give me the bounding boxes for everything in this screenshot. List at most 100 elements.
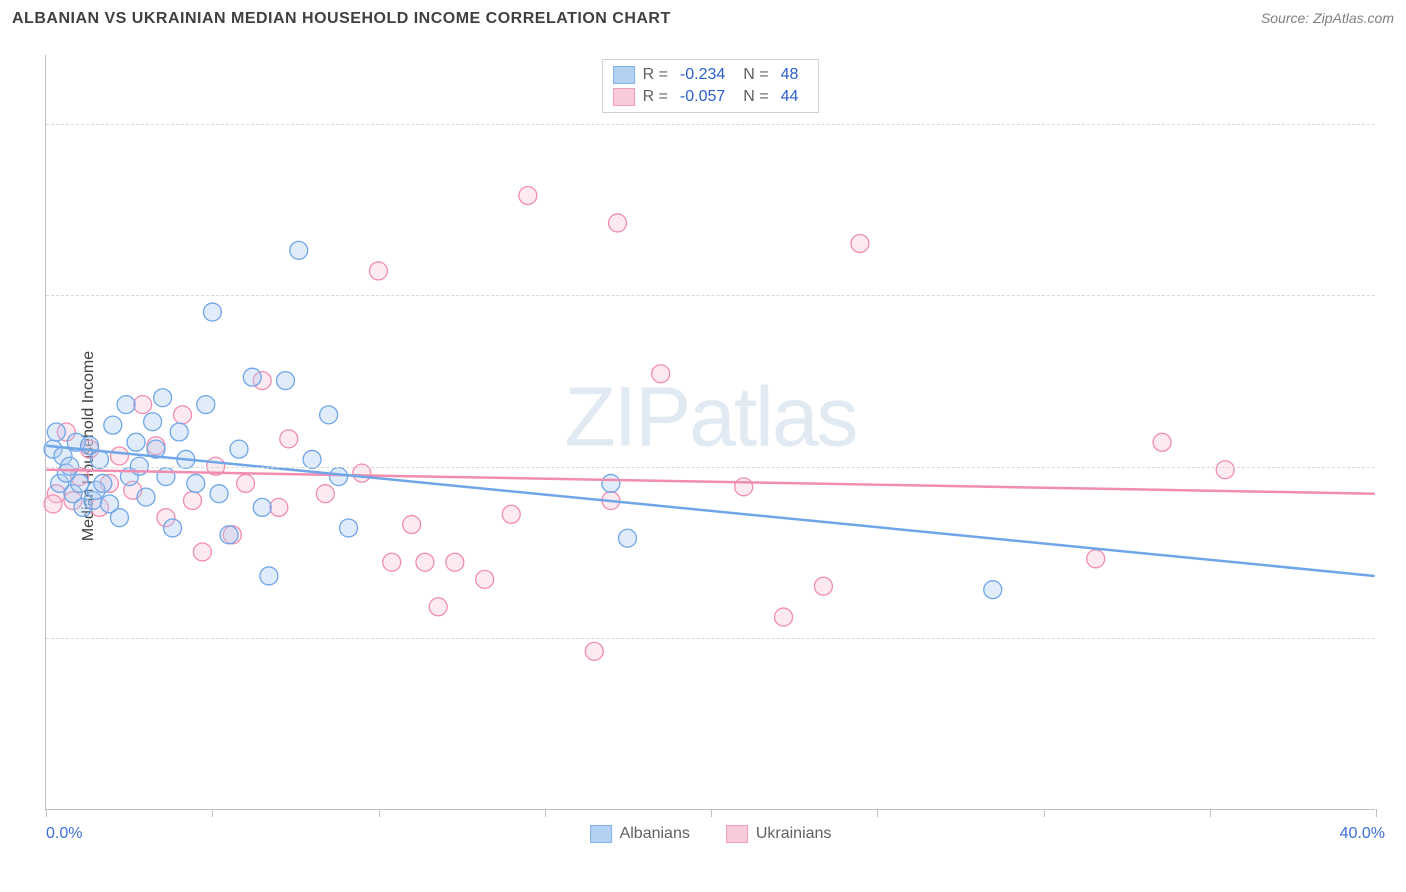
data-point-ukrainian [383,553,401,571]
x-tick [379,809,380,817]
data-point-ukrainian [609,214,627,232]
data-point-albanian [71,474,89,492]
data-point-ukrainian [270,498,288,516]
data-point-albanian [197,396,215,414]
stats-swatch [613,88,635,106]
x-tick [46,809,47,817]
legend-label: Ukrainians [756,825,832,843]
data-point-albanian [164,519,182,537]
data-point-ukrainian [403,516,421,534]
y-tick-label: $200,000 [1385,115,1406,133]
stat-n-value: 48 [781,66,799,84]
data-point-albanian [303,450,321,468]
data-point-ukrainian [775,608,793,626]
x-tick [212,809,213,817]
data-point-albanian [253,498,271,516]
y-tick-label: $150,000 [1385,286,1406,304]
data-point-ukrainian [183,492,201,510]
x-tick-label-left: 0.0% [46,825,82,843]
data-point-albanian [157,468,175,486]
data-point-ukrainian [193,543,211,561]
data-point-ukrainian [110,447,128,465]
data-point-albanian [340,519,358,537]
stat-r-value: -0.057 [680,88,725,106]
stat-n-label: N = [743,88,768,106]
data-point-albanian [187,474,205,492]
data-point-ukrainian [519,187,537,205]
gridline-h [46,124,1375,125]
data-point-albanian [210,485,228,503]
data-point-ukrainian [851,235,869,253]
chart-source: Source: ZipAtlas.com [1261,10,1394,26]
legend-label: Albanians [620,825,690,843]
data-point-albanian [260,567,278,585]
data-point-albanian [602,474,620,492]
stat-n-value: 44 [781,88,799,106]
data-point-albanian [618,529,636,547]
chart-title: ALBANIAN VS UKRAINIAN MEDIAN HOUSEHOLD I… [12,10,671,28]
chart-header: ALBANIAN VS UKRAINIAN MEDIAN HOUSEHOLD I… [12,10,1394,28]
data-point-albanian [94,474,112,492]
stat-r-label: R = [643,88,668,106]
data-point-ukrainian [735,478,753,496]
regression-line-albanian [46,446,1374,576]
data-point-ukrainian [416,553,434,571]
data-point-ukrainian [44,495,62,513]
x-tick [877,809,878,817]
data-point-albanian [320,406,338,424]
legend-swatch [590,825,612,843]
y-tick-label: $100,000 [1385,458,1406,476]
data-point-ukrainian [429,598,447,616]
stats-swatch [613,66,635,84]
legend-swatch [726,825,748,843]
y-tick-label: $50,000 [1385,629,1406,647]
data-point-albanian [290,241,308,259]
data-point-ukrainian [476,570,494,588]
data-point-albanian [984,581,1002,599]
data-point-ukrainian [652,365,670,383]
data-point-albanian [47,423,65,441]
chart-svg [46,55,1375,809]
data-point-ukrainian [1087,550,1105,568]
legend-item: Ukrainians [726,825,832,843]
data-point-ukrainian [814,577,832,595]
gridline-h [46,638,1375,639]
data-point-albanian [137,488,155,506]
data-point-albanian [203,303,221,321]
data-point-ukrainian [585,642,603,660]
plot-area: ZIPatlas R =-0.234N =48R =-0.057N =44 Al… [45,55,1375,810]
x-tick [1044,809,1045,817]
x-tick [711,809,712,817]
stats-row: R = -0.234 N = 48 [613,64,809,86]
stat-r-label: R = [643,66,668,84]
data-point-albanian [154,389,172,407]
data-point-albanian [110,509,128,527]
data-point-albanian [117,396,135,414]
x-tick [1210,809,1211,817]
data-point-ukrainian [1153,433,1171,451]
data-point-albanian [170,423,188,441]
data-point-ukrainian [369,262,387,280]
data-point-ukrainian [316,485,334,503]
bottom-legend: Albanians Ukrainians [590,825,832,843]
data-point-albanian [104,416,122,434]
data-point-ukrainian [502,505,520,523]
data-point-albanian [127,433,145,451]
data-point-ukrainian [134,396,152,414]
data-point-albanian [243,368,261,386]
data-point-ukrainian [280,430,298,448]
gridline-h [46,295,1375,296]
stats-row: R = -0.057 N = 44 [613,86,809,108]
gridline-h [46,467,1375,468]
data-point-albanian [330,468,348,486]
data-point-albanian [220,526,238,544]
stat-r-value: -0.234 [680,66,725,84]
legend-item: Albanians [590,825,690,843]
x-tick [1376,809,1377,817]
stat-n-label: N = [743,66,768,84]
x-tick-label-right: 40.0% [1340,825,1385,843]
data-point-albanian [230,440,248,458]
data-point-albanian [144,413,162,431]
data-point-ukrainian [1216,461,1234,479]
x-tick [545,809,546,817]
